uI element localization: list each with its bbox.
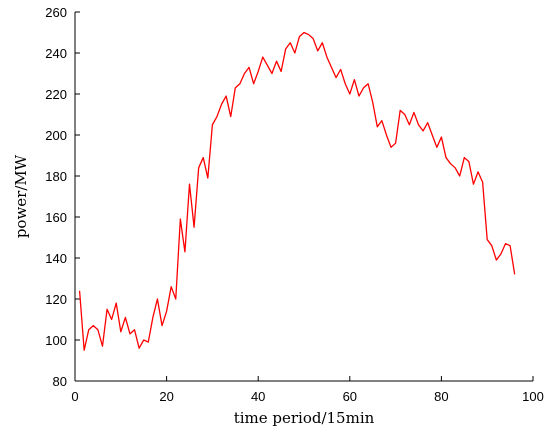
y-ticks: 80 100 120 140 160 180 200 220 240 260 [45,5,80,389]
y-tick-label: 100 [45,333,67,348]
x-tick-label: 40 [251,389,265,404]
y-tick-label: 80 [53,374,67,389]
y-tick-label: 180 [45,169,67,184]
x-tick-label: 100 [522,389,544,404]
y-axis-title: power/MW [12,154,30,238]
x-tick-label: 20 [159,389,173,404]
y-tick-label: 200 [45,128,67,143]
y-tick-label: 260 [45,5,67,20]
y-tick-label: 160 [45,210,67,225]
power-series-line [78,31,516,351]
y-tick-label: 220 [45,87,67,102]
x-tick-label: 80 [434,389,448,404]
x-tick-label: 60 [343,389,357,404]
x-axis-title: time period/15min [234,409,375,427]
y-tick-label: 240 [45,46,67,61]
x-ticks: 0 20 40 60 80 100 [71,376,544,404]
y-tick-label: 120 [45,292,67,307]
x-tick-label: 0 [71,389,78,404]
axes [74,12,533,382]
y-tick-label: 140 [45,251,67,266]
